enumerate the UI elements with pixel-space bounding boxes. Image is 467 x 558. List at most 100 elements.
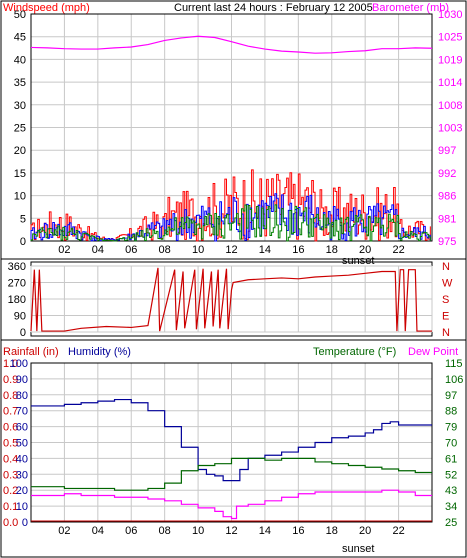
tick-x-hour: 22 (392, 244, 404, 256)
tick-y-humidity: 40 (16, 453, 28, 465)
tick-y-rainfall: 0.7 (3, 406, 18, 418)
tick-y-direction-compass: N (442, 261, 450, 273)
tick-y-temperature: 70 (445, 438, 457, 450)
tick-x-hour: 18 (326, 525, 338, 537)
tick-y-windspeed: 45 (14, 32, 26, 44)
grid-lines (30, 13, 433, 523)
tick-y-direction-deg: 0 (20, 327, 26, 339)
ylabel-rainfall: Rainfall (in) (3, 346, 59, 358)
tick-y-humidity: 100 (10, 358, 28, 370)
tick-x-hour: 10 (192, 244, 204, 256)
tick-y-humidity: 30 (16, 469, 28, 481)
tick-y-windspeed: 25 (14, 123, 26, 135)
tick-y-windspeed: 35 (14, 77, 26, 89)
tick-y-temperature: 43 (445, 485, 457, 497)
series-layer (30, 35, 433, 522)
wind-direction-line (30, 267, 432, 332)
tick-x-hour: 10 (192, 525, 204, 537)
tick-x-hour: 08 (159, 244, 171, 256)
tick-y-windspeed: 0 (20, 236, 26, 248)
tick-y-temperature: 106 (445, 374, 463, 386)
tick-y-temperature: 34 (445, 501, 457, 513)
tick-y-barometer: 975 (438, 236, 456, 248)
sunset-label-top: sunset (342, 255, 374, 267)
tick-y-direction-deg: 360 (8, 261, 26, 273)
temperature-line (31, 457, 432, 491)
ylabel-humidity: Humidity (%) (68, 346, 131, 358)
tick-y-humidity: 20 (16, 485, 28, 497)
tick-y-humidity: 70 (16, 406, 28, 418)
tick-y-windspeed: 40 (14, 54, 26, 66)
tick-y-direction-compass: N (442, 327, 450, 339)
tick-x-hour: 16 (292, 244, 304, 256)
tick-y-barometer: 986 (438, 191, 456, 203)
tick-x-hour: 22 (392, 525, 404, 537)
ylabel-windspeed: Windspeed (mph) (3, 2, 90, 14)
tick-x-hour: 06 (125, 244, 137, 256)
tick-y-temperature: 61 (445, 453, 457, 465)
panel-wind-frame (0, 0, 467, 260)
tick-y-rainfall: 0.8 (3, 390, 18, 402)
tick-y-temperature: 115 (445, 358, 463, 370)
tick-y-windspeed: 20 (14, 145, 26, 157)
wind-average-line (30, 204, 431, 242)
tick-y-temperature: 52 (445, 469, 457, 481)
ylabel-barometer: Barometer (mb) (372, 2, 449, 14)
tick-x-hour: 02 (58, 244, 70, 256)
tick-y-rainfall: 0.0 (3, 517, 18, 529)
tick-y-humidity: 90 (16, 374, 28, 386)
panel-humidity-frame (0, 339, 467, 558)
tick-x-hour: 06 (125, 525, 137, 537)
barometer-line (30, 35, 433, 54)
tick-y-barometer: 1030 (438, 9, 462, 21)
tick-y-rainfall: 0.4 (3, 453, 18, 465)
tick-x-hour: 18 (326, 244, 338, 256)
ylabel-temperature: Temperature (°F) (313, 346, 396, 358)
tick-y-temperature: 25 (445, 517, 457, 529)
tick-x-hour: 12 (225, 525, 237, 537)
sunset-label-bottom: sunset (342, 543, 374, 555)
tick-y-barometer: 1019 (438, 54, 462, 66)
tick-y-barometer: 1014 (438, 77, 462, 89)
tick-x-hour: 12 (225, 244, 237, 256)
tick-y-rainfall: 0.5 (3, 438, 18, 450)
tick-y-temperature: 79 (445, 422, 457, 434)
tick-y-humidity: 80 (16, 390, 28, 402)
ylabel-dewpoint: Dew Point (408, 346, 458, 358)
tick-y-direction-compass: E (442, 311, 449, 323)
tick-y-windspeed: 15 (14, 168, 26, 180)
tick-y-barometer: 997 (438, 145, 456, 157)
tick-y-rainfall: 0.9 (3, 374, 18, 386)
tick-y-rainfall: 0.6 (3, 422, 18, 434)
tick-y-humidity: 50 (16, 438, 28, 450)
tick-y-windspeed: 50 (14, 9, 26, 21)
tick-x-hour: 08 (159, 525, 171, 537)
plot-border (30, 13, 433, 242)
plot-border (30, 362, 433, 523)
tick-x-hour: 04 (92, 525, 104, 537)
tick-y-direction-deg: 270 (8, 278, 26, 290)
tick-y-temperature: 88 (445, 406, 457, 418)
tick-y-rainfall: 0.2 (3, 485, 18, 497)
tick-y-direction-compass: S (442, 294, 449, 306)
tick-y-barometer: 981 (438, 213, 456, 225)
tick-y-direction-deg: 90 (14, 311, 26, 323)
tick-x-hour: 14 (259, 525, 271, 537)
tick-y-rainfall: 0.3 (3, 469, 18, 481)
tick-x-hour: 02 (58, 525, 70, 537)
tick-x-hour: 20 (359, 525, 371, 537)
tick-y-windspeed: 10 (14, 191, 26, 203)
tick-y-direction-deg: 180 (8, 294, 26, 306)
tick-y-direction-compass: W (442, 278, 453, 290)
tick-y-temperature: 97 (445, 390, 457, 402)
tick-y-humidity: 0 (22, 517, 28, 529)
tick-x-hour: 04 (92, 244, 104, 256)
tick-x-hour: 16 (292, 525, 304, 537)
tick-y-windspeed: 30 (14, 100, 26, 112)
tick-x-hour: 14 (259, 244, 271, 256)
tick-y-barometer: 1003 (438, 123, 462, 135)
tick-y-barometer: 992 (438, 168, 456, 180)
